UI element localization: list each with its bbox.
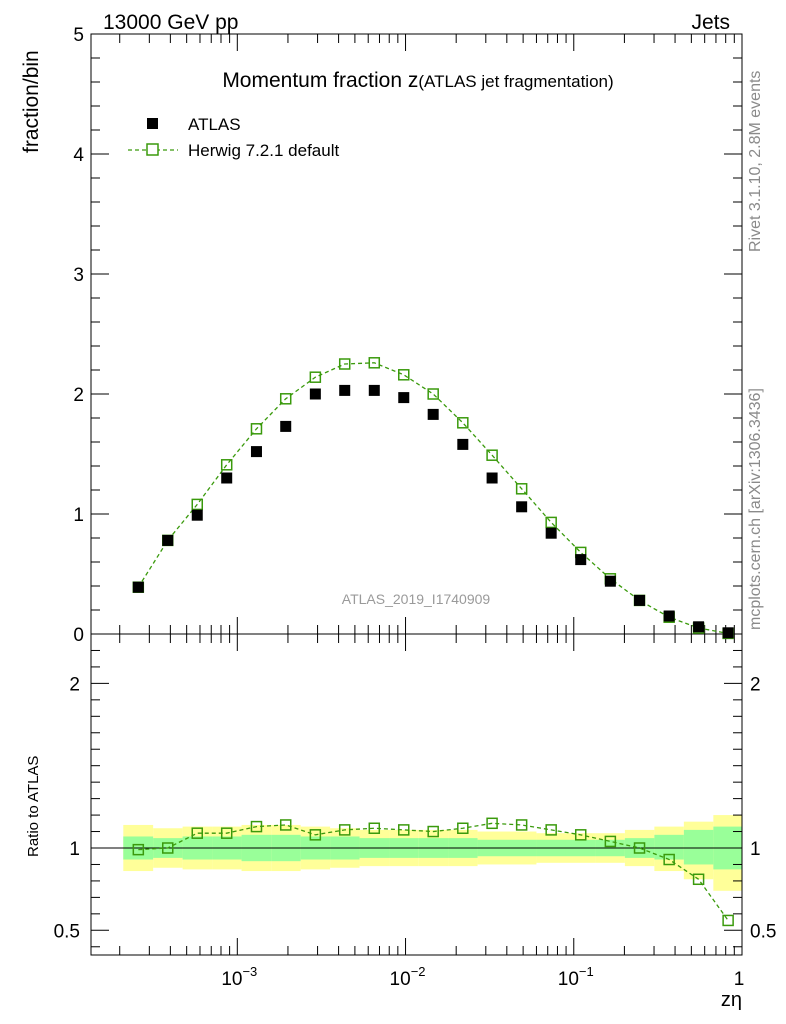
ratio-point	[162, 842, 174, 854]
legend-atlas-label: ATLAS	[188, 115, 241, 134]
atlas-point	[545, 527, 557, 539]
ratio-y-tick-label-right-1: 1	[750, 839, 761, 860]
ratio-point	[663, 853, 675, 866]
ratio-point	[515, 819, 528, 831]
herwig-point	[515, 483, 528, 495]
x-tick-label-1e-2: 10−2	[390, 964, 426, 990]
atlas-point	[398, 392, 410, 404]
ratio-point	[633, 842, 646, 854]
herwig-point	[309, 371, 322, 383]
rivet-version-label: Rivet 3.1.10, 2.8M events	[747, 71, 764, 252]
y-tick-label-5: 5	[73, 25, 84, 46]
x-axis-label: zη	[721, 989, 742, 1011]
atlas-point	[722, 627, 734, 639]
legend-herwig-marker	[146, 143, 159, 156]
atlas-point	[604, 575, 616, 587]
y-tick-label-0: 0	[73, 625, 84, 646]
header-energy-label: 13000 GeV pp	[103, 11, 238, 34]
axis-ticks	[91, 33, 743, 955]
ratio-band-inner	[683, 829, 714, 865]
ratio-y-axis-label: Ratio to ATLAS	[25, 756, 42, 857]
herwig-point	[398, 369, 410, 381]
chart-title-var: z	[408, 69, 419, 92]
ratio-y-tick-label-0.5: 0.5	[54, 921, 80, 942]
herwig-point	[191, 498, 204, 511]
herwig-point	[457, 417, 469, 429]
atlas-point	[663, 610, 675, 622]
atlas-point	[457, 438, 469, 450]
ratio-y-tick-label-right-2: 2	[750, 674, 761, 695]
y-axis-label: fraction/bin	[20, 50, 43, 153]
ratio-point	[279, 819, 292, 831]
ratio-point	[220, 827, 233, 839]
y-tick-label-2: 2	[73, 385, 84, 406]
ratio-point	[722, 914, 734, 927]
ratio-point	[692, 873, 705, 886]
atlas-point	[427, 408, 439, 420]
ratio-y-tick-label-2: 2	[69, 674, 80, 695]
atlas-point	[486, 472, 498, 484]
ratio-point	[486, 817, 498, 830]
ratio-point	[338, 824, 351, 836]
ratio-band-inner	[654, 834, 684, 860]
atlas-point	[132, 581, 144, 593]
chart-title-sub: (ATLAS jet fragmentation)	[418, 72, 613, 91]
atlas-point	[162, 534, 174, 546]
ratio-series	[132, 817, 734, 927]
ratio-point	[427, 825, 439, 838]
atlas-point	[634, 594, 646, 606]
atlas-point	[575, 554, 587, 566]
ratio-point	[604, 835, 617, 848]
herwig-point	[427, 388, 439, 400]
x-tick-label-1e-3: 10−3	[221, 964, 257, 990]
chart-title: Momentum fraction z(ATLAS jet fragmentat…	[222, 69, 613, 92]
x-tick-exp-1e-3: −3	[242, 964, 257, 979]
atlas-point	[693, 621, 705, 633]
header-process-label: Jets	[691, 11, 730, 34]
ratio-point	[457, 822, 469, 834]
ratio-point	[398, 824, 410, 836]
ratio-point	[132, 843, 145, 856]
x-tick-exp-1e-1: −1	[579, 964, 594, 979]
atlas-point	[191, 509, 203, 521]
herwig-point	[279, 393, 292, 405]
atlas-point	[280, 420, 292, 432]
atlas-point	[516, 501, 528, 513]
atlas-point	[309, 388, 321, 400]
herwig-point	[250, 423, 263, 435]
atlas-point	[339, 384, 351, 396]
ratio-point	[368, 822, 381, 834]
ratio-point	[250, 820, 263, 833]
atlas-point	[221, 472, 233, 484]
legend-atlas-marker	[147, 118, 158, 129]
ratio-point	[309, 829, 322, 841]
herwig-point	[338, 358, 351, 370]
ratio-y-tick-label-1: 1	[69, 839, 80, 860]
atlas-point	[250, 446, 262, 458]
y-tick-label-1: 1	[73, 505, 84, 526]
x-tick-exp-1e-2: −2	[411, 964, 426, 979]
herwig-point	[220, 459, 233, 471]
mcplots-label: mcplots.cern.ch [arXiv:1306.3436]	[747, 388, 764, 630]
analysis-id-label: ATLAS_2019_I1740909	[342, 591, 491, 607]
ratio-point	[191, 827, 204, 839]
chart-title-main: Momentum fraction	[222, 69, 408, 92]
ratio-y-tick-label-right-0.5: 0.5	[750, 921, 776, 942]
ratio-line	[138, 822, 729, 921]
herwig-point	[545, 516, 557, 529]
ratio-point	[545, 824, 557, 836]
herwig-point	[486, 449, 498, 461]
x-tick-label-1e-1: 10−1	[558, 964, 594, 990]
legend-herwig-label: Herwig 7.2.1 default	[188, 141, 339, 160]
y-tick-label-4: 4	[73, 145, 84, 166]
y-tick-label-3: 3	[73, 265, 84, 286]
atlas-point	[368, 384, 380, 396]
ratio-plot-frame	[90, 633, 743, 956]
x-tick-label-1: 1	[734, 969, 745, 990]
atlas-series	[132, 384, 734, 639]
herwig-point	[368, 357, 381, 369]
ratio-point	[574, 829, 587, 841]
